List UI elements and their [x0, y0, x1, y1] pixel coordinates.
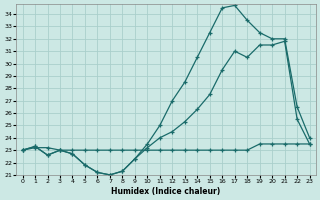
X-axis label: Humidex (Indice chaleur): Humidex (Indice chaleur) [111, 187, 221, 196]
